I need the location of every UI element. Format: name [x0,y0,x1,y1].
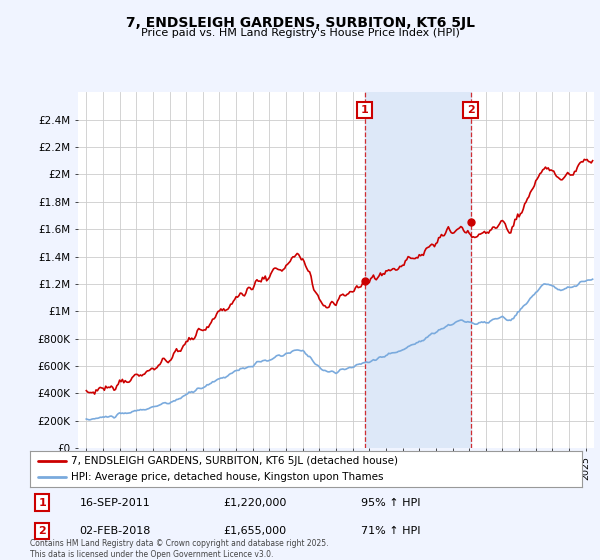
Text: 1: 1 [38,497,46,507]
Text: 02-FEB-2018: 02-FEB-2018 [80,526,151,536]
Text: Contains HM Land Registry data © Crown copyright and database right 2025.
This d: Contains HM Land Registry data © Crown c… [30,539,329,559]
Text: 2: 2 [467,105,475,115]
Text: £1,220,000: £1,220,000 [223,497,287,507]
Bar [365,92,470,448]
Text: HPI: Average price, detached house, Kingston upon Thames: HPI: Average price, detached house, King… [71,473,384,482]
Text: 7, ENDSLEIGH GARDENS, SURBITON, KT6 5JL (detached house): 7, ENDSLEIGH GARDENS, SURBITON, KT6 5JL … [71,456,398,465]
Text: 71% ↑ HPI: 71% ↑ HPI [361,526,421,536]
Text: 1: 1 [361,105,368,115]
Text: 2: 2 [38,526,46,536]
Text: 95% ↑ HPI: 95% ↑ HPI [361,497,421,507]
Text: 16-SEP-2011: 16-SEP-2011 [80,497,151,507]
Text: £1,655,000: £1,655,000 [223,526,286,536]
Text: 7, ENDSLEIGH GARDENS, SURBITON, KT6 5JL: 7, ENDSLEIGH GARDENS, SURBITON, KT6 5JL [125,16,475,30]
Text: Price paid vs. HM Land Registry's House Price Index (HPI): Price paid vs. HM Land Registry's House … [140,28,460,38]
